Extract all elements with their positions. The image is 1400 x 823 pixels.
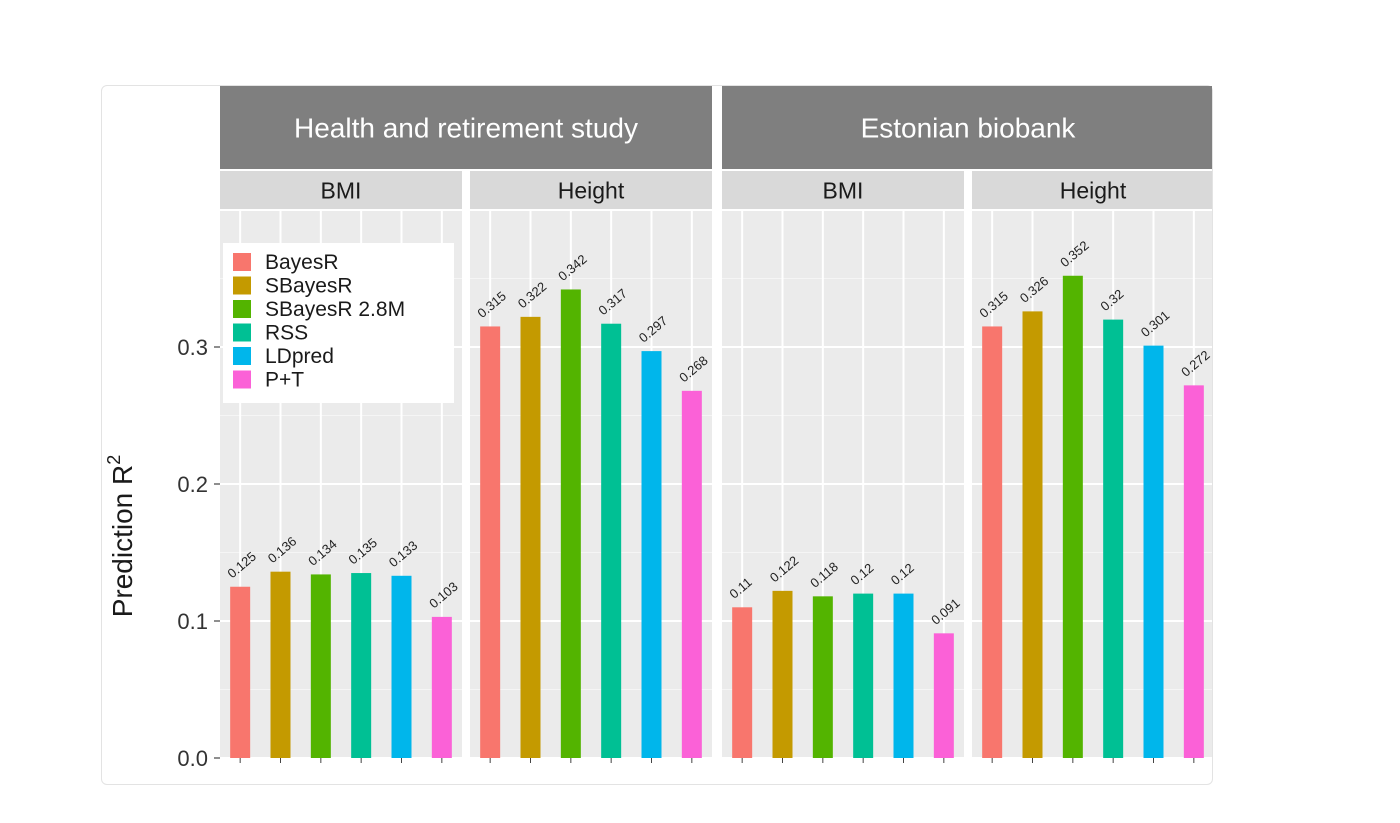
legend-label: RSS bbox=[265, 322, 308, 345]
faceted-bar-chart: Health and retirement study Estonian biob… bbox=[104, 86, 1212, 771]
chart-card: Health and retirement study Estonian biob… bbox=[101, 85, 1213, 785]
bar bbox=[431, 616, 452, 758]
bar bbox=[681, 390, 702, 758]
legend-label: BayesR bbox=[265, 251, 339, 274]
bar bbox=[1062, 275, 1083, 758]
legend-swatch bbox=[233, 323, 251, 342]
bar bbox=[772, 590, 793, 758]
bar bbox=[732, 607, 753, 758]
group-strip bbox=[722, 86, 1212, 169]
legend-label: LDpred bbox=[265, 345, 334, 368]
panel-strip bbox=[220, 171, 462, 210]
bar bbox=[982, 326, 1003, 758]
bar bbox=[520, 316, 541, 758]
legend-swatch bbox=[233, 253, 251, 271]
legend-box bbox=[223, 243, 454, 403]
panel-strip bbox=[470, 171, 712, 210]
bar bbox=[230, 586, 251, 758]
bar bbox=[601, 323, 622, 758]
legend-swatch bbox=[233, 276, 251, 295]
bar bbox=[560, 289, 581, 758]
bar bbox=[310, 574, 331, 758]
panel-title: Height bbox=[558, 178, 625, 204]
bar bbox=[351, 573, 372, 758]
group-strip bbox=[220, 86, 712, 169]
bar bbox=[893, 593, 914, 758]
y-axis-title-main: Prediction R bbox=[107, 465, 138, 618]
bar bbox=[480, 326, 501, 758]
y-tick-label: 0.1 bbox=[177, 609, 208, 634]
panel-strip bbox=[722, 171, 964, 210]
legend-swatch bbox=[233, 347, 251, 365]
panel-title: BMI bbox=[321, 178, 362, 204]
bar bbox=[1143, 345, 1164, 758]
y-axis-title: Prediction R2 bbox=[104, 455, 138, 618]
legend-label: SBayesR bbox=[265, 275, 353, 298]
panel-title: BMI bbox=[823, 178, 864, 204]
group-title: Estonian biobank bbox=[861, 113, 1077, 144]
bar bbox=[270, 571, 291, 758]
bar bbox=[933, 633, 954, 758]
legend-label: SBayesR 2.8M bbox=[265, 298, 405, 321]
y-tick-label: 0.3 bbox=[177, 335, 208, 360]
y-tick-label: 0.0 bbox=[177, 746, 208, 771]
legend-swatch bbox=[233, 370, 251, 389]
bar bbox=[641, 351, 662, 758]
legend-swatch bbox=[233, 300, 251, 318]
y-tick-label: 0.2 bbox=[177, 472, 208, 497]
bar bbox=[391, 575, 412, 758]
bar bbox=[1183, 385, 1204, 758]
group-title: Health and retirement study bbox=[294, 113, 638, 144]
bar bbox=[812, 596, 833, 758]
bar bbox=[1103, 319, 1124, 758]
y-axis-title-superscript: 2 bbox=[104, 455, 124, 465]
bar bbox=[1022, 311, 1043, 758]
bar bbox=[853, 593, 874, 758]
panel-strip bbox=[972, 171, 1212, 210]
panel-title: Height bbox=[1060, 178, 1127, 204]
legend-label: P+T bbox=[265, 369, 304, 392]
